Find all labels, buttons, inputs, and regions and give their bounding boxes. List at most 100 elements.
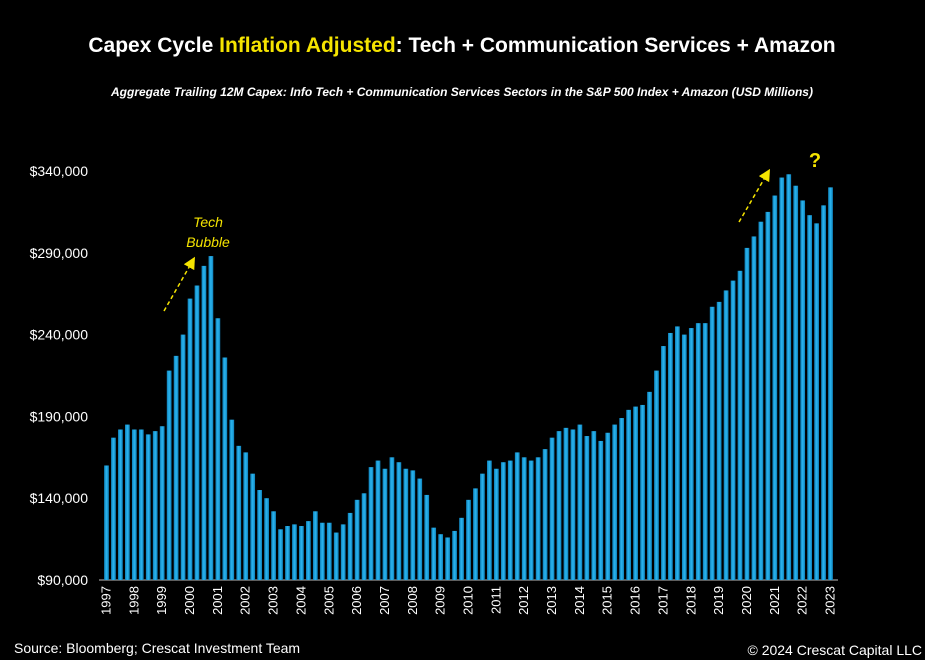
title-part: Capex Cycle xyxy=(88,34,219,57)
bar xyxy=(347,512,353,580)
y-tick-label: $340,000 xyxy=(30,163,89,179)
bar xyxy=(528,460,534,580)
bar xyxy=(396,462,402,580)
x-tick-label: 2023 xyxy=(823,586,838,615)
bar xyxy=(145,434,151,580)
bar xyxy=(751,236,757,580)
annotation: Tech xyxy=(193,214,223,230)
bar xyxy=(424,494,430,580)
bar xyxy=(361,493,367,580)
bar xyxy=(194,285,200,580)
bar xyxy=(173,355,179,580)
bar xyxy=(111,437,116,580)
x-tick-label: 2019 xyxy=(711,586,726,615)
bar xyxy=(563,427,569,580)
bar xyxy=(542,449,548,580)
bar xyxy=(466,499,471,580)
bar xyxy=(410,470,416,580)
bar xyxy=(431,527,437,580)
bar xyxy=(326,522,332,580)
x-tick-label: 2017 xyxy=(655,586,670,615)
bar xyxy=(821,205,826,580)
bar xyxy=(514,452,520,580)
bar xyxy=(264,498,269,580)
bar xyxy=(389,457,395,580)
bar xyxy=(152,431,158,580)
x-tick-label: 2009 xyxy=(433,586,448,615)
bar xyxy=(674,326,680,580)
bar xyxy=(473,488,478,580)
bar xyxy=(243,452,249,580)
x-tick-label: 2004 xyxy=(293,586,308,615)
bar xyxy=(702,323,708,580)
x-tick-label: 2008 xyxy=(405,586,420,615)
bar xyxy=(828,187,833,581)
bar xyxy=(319,522,325,580)
bar xyxy=(480,473,485,580)
bar xyxy=(438,534,444,580)
bar xyxy=(166,370,172,580)
arrow xyxy=(163,256,195,312)
bar xyxy=(744,247,750,580)
bar xyxy=(605,432,611,580)
bar xyxy=(570,429,576,580)
bar xyxy=(104,465,109,580)
bar xyxy=(640,404,645,580)
bar xyxy=(131,429,137,580)
title-part: : Tech + Communication Services + Amazon xyxy=(396,34,836,57)
bar xyxy=(633,406,638,580)
x-tick-label: 2005 xyxy=(321,586,336,615)
bar xyxy=(306,521,311,580)
bar xyxy=(716,301,722,580)
x-tick-label: 2018 xyxy=(683,586,698,615)
bar xyxy=(417,478,423,580)
bar xyxy=(772,195,778,581)
x-tick-label: 2002 xyxy=(238,586,253,615)
subtitle: Aggregate Trailing 12M Capex: Info Tech … xyxy=(110,85,813,99)
bar xyxy=(681,334,687,580)
bar xyxy=(709,306,715,580)
bar xyxy=(612,424,618,580)
y-tick-label: $90,000 xyxy=(37,572,88,588)
bar xyxy=(201,265,207,580)
bar xyxy=(737,270,743,580)
bar xyxy=(445,537,450,580)
bar xyxy=(292,524,297,580)
bar xyxy=(765,211,771,580)
x-tick-label: 2000 xyxy=(182,586,197,615)
bar xyxy=(500,462,506,580)
bar xyxy=(535,457,541,580)
bar xyxy=(556,431,562,580)
bar xyxy=(487,460,492,580)
bar xyxy=(591,431,597,580)
bar xyxy=(493,468,499,580)
bar xyxy=(138,429,144,580)
bar xyxy=(312,511,318,580)
x-tick-label: 2015 xyxy=(600,586,615,615)
source: Source: Bloomberg; Crescat Investment Te… xyxy=(14,640,300,656)
bar xyxy=(723,290,729,580)
bar xyxy=(807,215,813,580)
bar xyxy=(521,457,527,580)
x-tick-label: 2020 xyxy=(739,586,754,615)
bar xyxy=(236,445,242,580)
y-tick-label: $240,000 xyxy=(30,327,89,343)
bar xyxy=(229,419,235,580)
bar xyxy=(382,468,388,580)
x-tick-label: 2003 xyxy=(266,586,281,615)
bar xyxy=(626,409,631,580)
annotation: ? xyxy=(809,150,821,172)
bar xyxy=(222,357,228,580)
bar xyxy=(647,391,652,580)
bar xyxy=(215,318,221,580)
bar xyxy=(250,473,256,580)
x-tick-label: 2007 xyxy=(377,586,392,615)
bar xyxy=(187,298,193,580)
bar xyxy=(459,517,464,580)
bar xyxy=(159,426,165,580)
x-tick-label: 1998 xyxy=(126,586,141,615)
bar xyxy=(375,460,381,580)
bar xyxy=(786,174,792,580)
x-tick-label: 2006 xyxy=(349,586,364,615)
bar xyxy=(654,370,659,580)
